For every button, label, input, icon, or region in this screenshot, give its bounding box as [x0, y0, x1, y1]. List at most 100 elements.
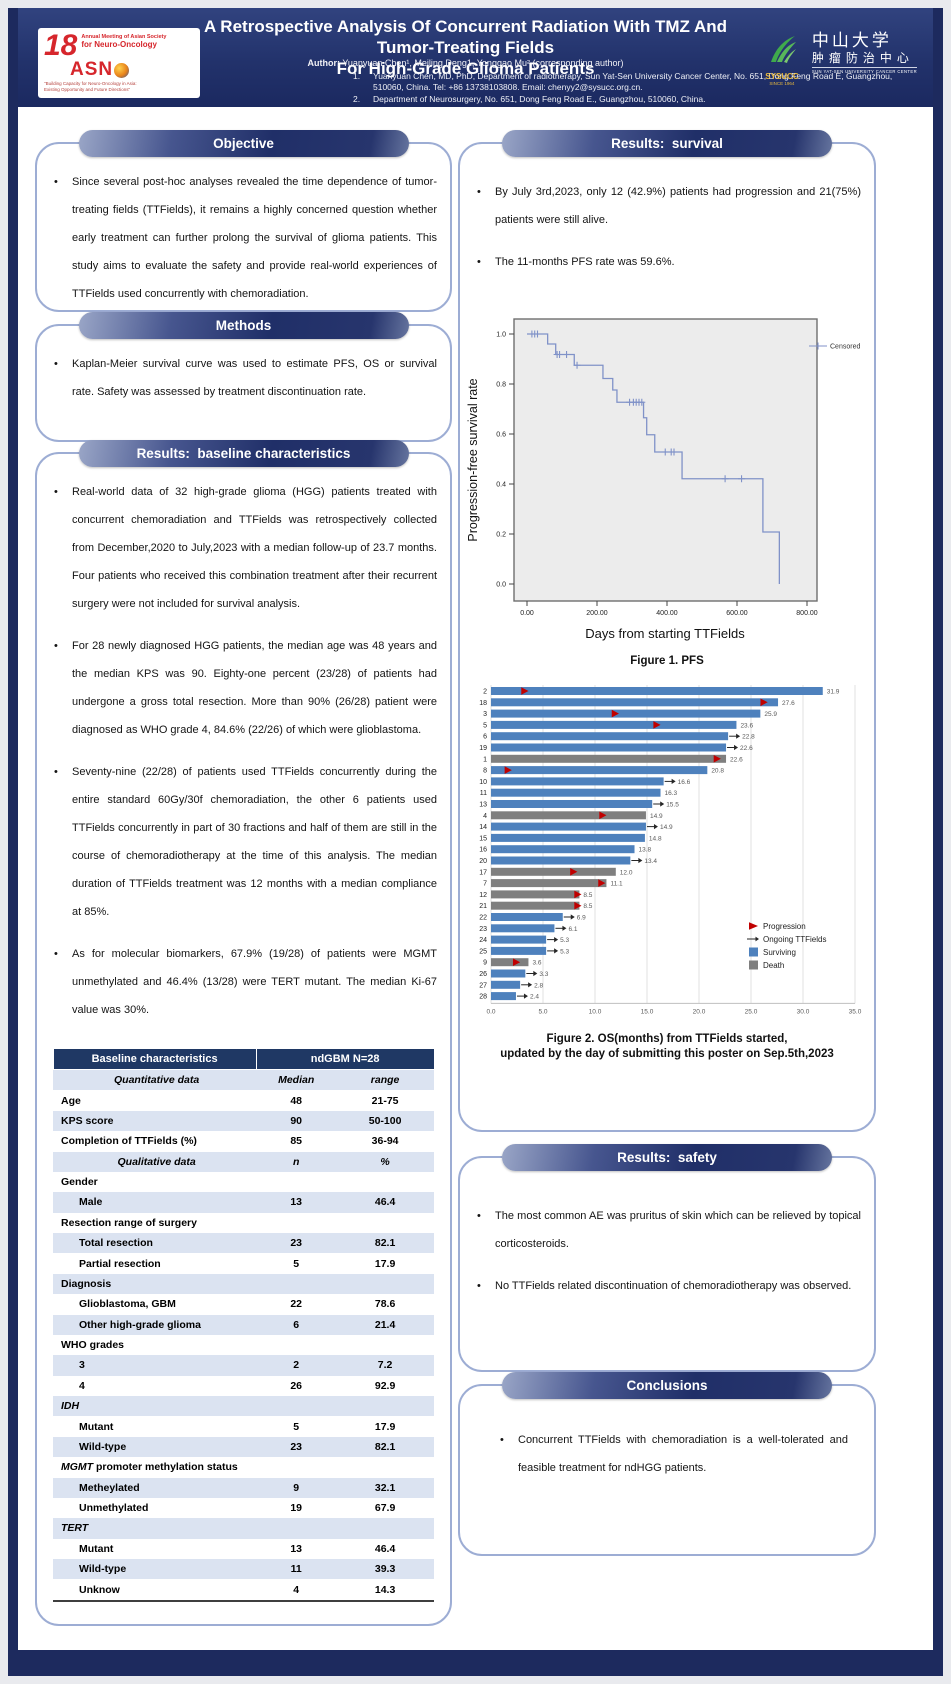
svg-text:16.3: 16.3	[665, 790, 678, 797]
table-row-value-2: 17.9	[374, 1420, 396, 1433]
table-row-value-1	[256, 1457, 336, 1477]
svg-text:0.2: 0.2	[496, 532, 506, 539]
table-row-label: 3	[79, 1359, 85, 1372]
conclusions-bullets: Concurrent TTFields with chemoradiation …	[496, 1426, 848, 1482]
safety-bullets: The most common AE was pruritus of skin …	[473, 1202, 861, 1300]
svg-text:5.3: 5.3	[560, 937, 569, 944]
svg-text:200.00: 200.00	[586, 610, 608, 617]
svg-text:600.00: 600.00	[726, 610, 748, 617]
table-row: Diagnosis	[53, 1273, 434, 1295]
table-row: Qualitative data n%	[53, 1151, 434, 1172]
svg-text:3.3: 3.3	[539, 971, 548, 978]
figure-1-pfs: 0.0 0.2 0.4 0.6 0.8 1.0 0.00 200.00 400.00 600.00…	[460, 316, 874, 667]
table-row: WHO grades	[53, 1335, 434, 1355]
table-row-label: MGMT promoter methylation status	[61, 1461, 238, 1474]
svg-text:13.4: 13.4	[644, 858, 657, 865]
svg-text:1.0: 1.0	[496, 332, 506, 339]
bullet-item: For 28 newly diagnosed HGG patients, the…	[50, 632, 437, 744]
table-row: Mutant 5 17.9	[53, 1416, 434, 1436]
svg-text:8.5: 8.5	[583, 892, 592, 899]
svg-text:6: 6	[483, 734, 487, 741]
table-row-label: Glioblastoma, GBM	[79, 1298, 176, 1311]
table-row-label: Total resection	[79, 1237, 153, 1250]
author-label: Author:	[307, 58, 340, 68]
table-row-label: Male	[79, 1196, 103, 1209]
table-row-value-1	[256, 1518, 336, 1538]
table-row-label: Wild-type	[79, 1563, 127, 1576]
table-row-value-2: 36-94	[371, 1135, 399, 1148]
figure-2-caption-line1: Figure 2. OS(months) from TTFields start…	[546, 1033, 788, 1045]
table-row-value-2: range	[370, 1074, 400, 1087]
table-row: Gender	[53, 1172, 434, 1192]
table-row-value-1: 13	[290, 1542, 303, 1555]
table-row-value-2: 78.6	[374, 1298, 396, 1311]
bullet-item: Real-world data of 32 high-grade glioma …	[50, 478, 437, 618]
bullet-item: Kaplan-Meier survival curve was used to …	[50, 350, 437, 406]
svg-text:35.0: 35.0	[849, 1008, 862, 1015]
svg-text:4: 4	[483, 813, 487, 820]
svg-text:15.5: 15.5	[666, 802, 679, 809]
table-row: Quantitative data Median range	[53, 1069, 434, 1091]
svg-text:12: 12	[479, 892, 487, 899]
affiliation-2-number: 2.	[353, 94, 361, 104]
figure-1-caption: Figure 1. PFS	[630, 655, 704, 667]
svg-text:20.8: 20.8	[711, 768, 724, 775]
affiliation-1-number: 1.	[353, 71, 361, 81]
survival-heading: Results: survival	[502, 130, 832, 157]
objective-panel: Objective Since several post-hoc analyse…	[35, 130, 452, 312]
sysucc-cn-center: 肿瘤防治中心	[811, 51, 914, 65]
table-row: Metheylated 9 32.1	[53, 1477, 434, 1498]
svg-text:2.8: 2.8	[534, 982, 543, 989]
baseline-table-header-cohort: ndGBM N=28	[255, 1048, 435, 1070]
table-row: Completion of TTFields (%) 85 36-94	[53, 1131, 434, 1151]
table-row-value-2: 17.9	[374, 1257, 396, 1270]
sysucc-since: SINCE 1964	[769, 81, 795, 86]
table-row: Partial resection 5 17.9	[53, 1253, 434, 1273]
bullet-item: The 11-months PFS rate was 59.6%.	[473, 248, 861, 276]
methods-heading: Methods	[78, 312, 409, 339]
bullet-item: Since several post-hoc analyses revealed…	[50, 168, 437, 308]
table-row: 3 2 7.2	[53, 1355, 434, 1376]
table-row-value-1: 6	[293, 1318, 300, 1331]
sysucc-cn-university: 中山大学	[811, 31, 892, 51]
svg-text:14.9: 14.9	[650, 813, 663, 820]
table-row-label: Completion of TTFields (%)	[61, 1135, 197, 1148]
header-banner: 18 Annual Meeting of Asian Society for N…	[18, 8, 933, 107]
table-row-value-1: 48	[290, 1094, 303, 1107]
poster-title-line1: A Retrospective Analysis Of Concurrent R…	[203, 17, 728, 57]
table-row-value-1: 22	[290, 1298, 303, 1311]
table-row: Resection range of surgery	[53, 1213, 434, 1233]
svg-text:3: 3	[483, 711, 487, 718]
svg-text:11.1: 11.1	[610, 881, 623, 888]
asno-logo-line2: for Neuro-Oncology	[81, 40, 157, 49]
svg-text:6.9: 6.9	[577, 915, 586, 922]
table-row-value-2: 7.2	[377, 1359, 393, 1372]
figure-2-caption: Figure 2. OS(months) from TTFields start…	[460, 1032, 874, 1062]
table-row: 4 26 92.9	[53, 1376, 434, 1396]
km-chart: 0.0 0.2 0.4 0.6 0.8 1.0 0.00 200.00 400.00 600.00…	[466, 318, 860, 641]
svg-text:Progression-free survival rate: Progression-free survival rate	[466, 378, 480, 541]
svg-text:7: 7	[483, 881, 487, 888]
table-row-value-2: 46.4	[374, 1196, 396, 1209]
svg-text:Surviving: Surviving	[763, 948, 796, 957]
svg-text:20.0: 20.0	[693, 1008, 706, 1015]
svg-text:6.1: 6.1	[568, 926, 577, 933]
author-line: Author: Yuanyuan Chen¹, Meiling Deng1, Y…	[178, 58, 753, 68]
table-row-value-1: 2	[293, 1359, 300, 1372]
table-row: Glioblastoma, GBM 22 78.6	[53, 1294, 434, 1314]
table-row-label: Unmethylated	[79, 1502, 149, 1515]
svg-text:800.00: 800.00	[796, 610, 818, 617]
svg-text:17: 17	[479, 869, 487, 876]
table-row-value-1: n	[292, 1155, 300, 1168]
table-row-label: Unknow	[53, 1579, 257, 1602]
table-row: Male 13 46.4	[53, 1192, 434, 1213]
table-row-label: Mutant	[79, 1420, 114, 1433]
svg-text:19: 19	[479, 745, 487, 752]
svg-text:22: 22	[479, 915, 487, 922]
table-row-value-2: 92.9	[374, 1379, 396, 1392]
table-row-label: TERT	[61, 1522, 89, 1535]
affiliation-2-text: Department of Neurosurgery, No. 651, Don…	[373, 94, 706, 104]
svg-text:18: 18	[479, 700, 487, 707]
table-row-value-1	[256, 1396, 336, 1416]
